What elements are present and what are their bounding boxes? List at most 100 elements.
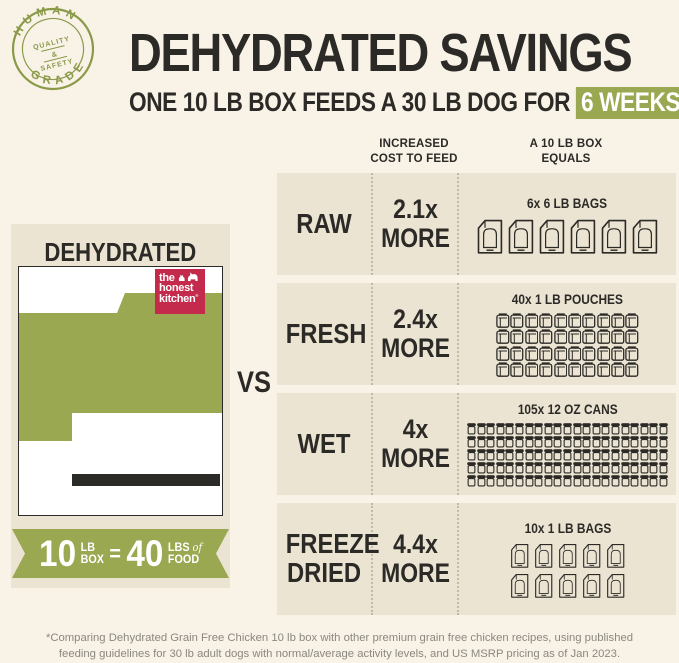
can-icon — [544, 423, 553, 435]
can-icon — [572, 462, 582, 474]
can-icon — [630, 436, 639, 448]
pouch-icon — [582, 329, 596, 345]
can-icon — [639, 436, 649, 448]
pouch-icon — [510, 313, 524, 328]
badge-divider-top — [41, 45, 65, 52]
row-multiplier: 2.1x — [392, 193, 438, 224]
can-icon — [476, 423, 486, 435]
comparison-table: RAW 2.1x MORE 6x 6 LB BAGS FRESH 2.4x MO… — [277, 173, 676, 623]
row-label: WET — [297, 427, 351, 459]
can-icon — [582, 475, 591, 487]
row-more-label: MORE — [380, 333, 450, 363]
equivalence-banner: 10 LB BOX = 40 LBS of FOOD — [12, 529, 229, 578]
can-icon — [572, 436, 582, 448]
can-icon — [563, 475, 572, 487]
can-icon — [534, 423, 544, 435]
can-icon — [505, 462, 515, 474]
bag-icon — [477, 219, 503, 254]
row-caption: 6x 6 LB BAGS — [527, 194, 608, 211]
can-icon — [591, 436, 601, 448]
pouch-icon — [625, 346, 639, 361]
pouch-icon — [625, 329, 639, 345]
pouch-icon — [553, 362, 567, 378]
pouch-icon — [496, 313, 510, 328]
pouch-icon — [611, 346, 625, 361]
pouch-icon — [524, 362, 539, 378]
pouch-icon — [524, 329, 539, 345]
svg-text:HUMAN: HUMAN — [10, 6, 83, 40]
can-icon — [649, 436, 659, 448]
can-icon — [620, 436, 630, 448]
pouch-icon — [510, 346, 524, 361]
can-icon — [630, 462, 639, 474]
dog-icon — [187, 272, 198, 281]
can-icon — [563, 436, 572, 448]
can-icon — [524, 423, 534, 435]
can-icon — [591, 423, 601, 435]
can-icon — [486, 475, 496, 487]
row-label: FRESH — [285, 317, 367, 349]
six-weeks-highlight: 6 WEEKS — [575, 87, 679, 119]
logo-line-the: the — [159, 272, 175, 284]
can-icon — [659, 475, 668, 487]
pouch-icon — [568, 329, 582, 345]
banner-10: 10 — [38, 533, 76, 574]
comparison-row-raw: RAW 2.1x MORE 6x 6 LB BAGS — [277, 173, 676, 275]
can-icon — [659, 423, 668, 435]
subtitle-text: ONE 10 LB BOX FEEDS A 30 LB DOG FOR — [129, 87, 571, 117]
can-icon — [467, 449, 476, 461]
pouch-icon — [625, 362, 639, 378]
can-icon — [553, 423, 563, 435]
box-dark-bar — [72, 474, 220, 486]
can-icon — [496, 436, 505, 448]
header: DEHYDRATED SAVINGS ONE 10 LB BOX FEEDS A… — [129, 26, 679, 119]
can-icon — [467, 436, 476, 448]
row-more-label: MORE — [380, 558, 450, 588]
comparison-row-wet: WET 4x MORE 105x 12 OZ CANS — [277, 393, 676, 495]
pouch-icon — [596, 362, 611, 378]
can-icon — [611, 423, 620, 435]
can-icon — [534, 436, 544, 448]
row-label: RAW — [296, 207, 352, 239]
can-icon — [496, 475, 505, 487]
can-icon — [611, 475, 620, 487]
icon-grid — [474, 217, 661, 254]
can-icon — [620, 475, 630, 487]
bag-icon — [582, 573, 601, 598]
can-icon — [572, 449, 582, 461]
can-icon — [553, 449, 563, 461]
product-box-illustration: the honest kitchen® — [18, 266, 223, 516]
can-icon — [505, 436, 515, 448]
can-icon — [476, 462, 486, 474]
can-icon — [515, 436, 524, 448]
can-icon — [591, 449, 601, 461]
badge-ampersand: & — [51, 49, 59, 59]
honest-kitchen-logo: the honest kitchen® — [155, 269, 205, 314]
can-icon — [496, 423, 505, 435]
can-icon — [591, 475, 601, 487]
pouch-icon — [568, 346, 582, 361]
pouch-icon — [524, 313, 539, 328]
can-icon — [505, 449, 515, 461]
dehydrated-panel: DEHYDRATED the honest kitchen® 10 LB BOX… — [11, 224, 230, 588]
pouch-icon — [539, 346, 553, 361]
can-icon — [486, 436, 496, 448]
icon-grid — [466, 423, 669, 487]
icon-grid — [508, 542, 628, 598]
pouch-icon — [582, 313, 596, 328]
badge-inner-ring — [21, 17, 85, 81]
bag-icon — [508, 219, 534, 254]
bag-icon — [582, 543, 601, 568]
can-icon — [620, 449, 630, 461]
can-icon — [620, 462, 630, 474]
bag-icon — [539, 219, 565, 254]
row-label: FREEZE DRIED — [285, 528, 380, 588]
can-icon — [544, 462, 553, 474]
can-icon — [544, 475, 553, 487]
can-icon — [659, 436, 668, 448]
badge-top-text: HUMAN — [10, 6, 83, 40]
row-more-label: MORE — [380, 443, 450, 473]
can-icon — [486, 423, 496, 435]
can-icon — [563, 449, 572, 461]
can-icon — [611, 436, 620, 448]
